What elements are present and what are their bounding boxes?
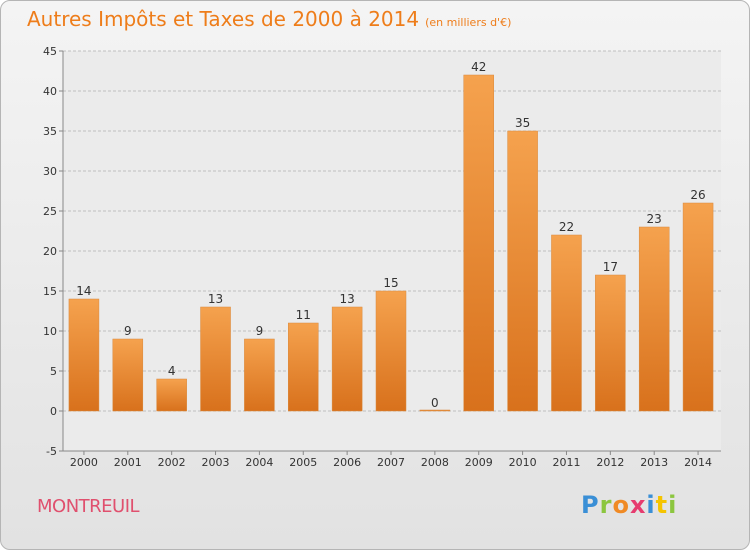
data-label: 22	[559, 220, 574, 234]
logo-letter: r	[599, 491, 613, 519]
data-label: 26	[690, 188, 705, 202]
bar	[638, 226, 670, 412]
x-tick-label: 2012	[596, 456, 624, 469]
x-tick-label: 2001	[114, 456, 142, 469]
bar	[682, 202, 714, 412]
y-tick-label: 45	[43, 45, 57, 58]
bar	[156, 378, 187, 412]
x-tick-label: 2005	[289, 456, 317, 469]
x-tick-label: 2009	[465, 456, 493, 469]
proxiti-logo: Proxiti	[581, 491, 677, 519]
x-tick-label: 2014	[684, 456, 712, 469]
x-tick-label: 2010	[509, 456, 537, 469]
y-tick-label: -5	[46, 445, 57, 458]
y-tick-label: 30	[43, 165, 57, 178]
data-label: 35	[515, 116, 530, 130]
x-tick-label: 2011	[552, 456, 580, 469]
logo-letter: o	[612, 491, 630, 519]
bar	[507, 130, 538, 412]
y-tick-label: 35	[43, 125, 57, 138]
data-label: 23	[647, 212, 662, 226]
data-label: 9	[256, 324, 264, 338]
chart-unit-note: (en milliers d'€)	[425, 16, 512, 29]
chart-title: Autres Impôts et Taxes de 2000 à 2014 (en…	[27, 7, 511, 31]
data-label: 42	[471, 60, 486, 74]
x-tick-label: 2013	[640, 456, 668, 469]
bar	[331, 306, 363, 412]
data-label: 11	[296, 308, 311, 322]
bar	[112, 338, 144, 412]
x-tick-label: 2007	[377, 456, 405, 469]
chart-title-text: Autres Impôts et Taxes de 2000 à 2014	[27, 7, 420, 31]
bar	[288, 322, 319, 412]
data-label: 0	[431, 396, 439, 410]
logo-letter: t	[655, 491, 669, 519]
bar	[375, 290, 407, 412]
logo-letter: i	[668, 491, 678, 519]
y-tick-label: 0	[50, 405, 57, 418]
x-tick-label: 2002	[158, 456, 186, 469]
y-tick-label: 10	[43, 325, 57, 338]
x-tick-label: 2003	[202, 456, 230, 469]
town-name: MONTREUIL	[37, 496, 140, 517]
data-label: 13	[208, 292, 223, 306]
y-tick-label: 40	[43, 85, 57, 98]
data-label: 15	[383, 276, 398, 290]
x-tick-label: 2008	[421, 456, 449, 469]
bar	[244, 338, 275, 412]
logo-letter: i	[646, 491, 656, 519]
data-label: 13	[339, 292, 354, 306]
bar	[68, 298, 100, 412]
logo-letter: P	[581, 491, 600, 519]
bar	[551, 234, 582, 412]
x-tick-label: 2000	[70, 456, 98, 469]
bar	[419, 409, 451, 412]
data-label: 9	[124, 324, 132, 338]
data-label: 4	[168, 364, 176, 378]
data-label: 17	[603, 260, 618, 274]
x-tick-label: 2006	[333, 456, 361, 469]
data-label: 14	[76, 284, 91, 298]
y-tick-label: 15	[43, 285, 57, 298]
y-tick-label: 25	[43, 205, 57, 218]
bar	[463, 74, 494, 412]
y-tick-label: 20	[43, 245, 57, 258]
bar	[595, 274, 626, 412]
bar	[200, 306, 231, 412]
y-tick-label: 5	[50, 365, 57, 378]
x-tick-label: 2004	[245, 456, 273, 469]
logo-letter: x	[629, 491, 647, 519]
